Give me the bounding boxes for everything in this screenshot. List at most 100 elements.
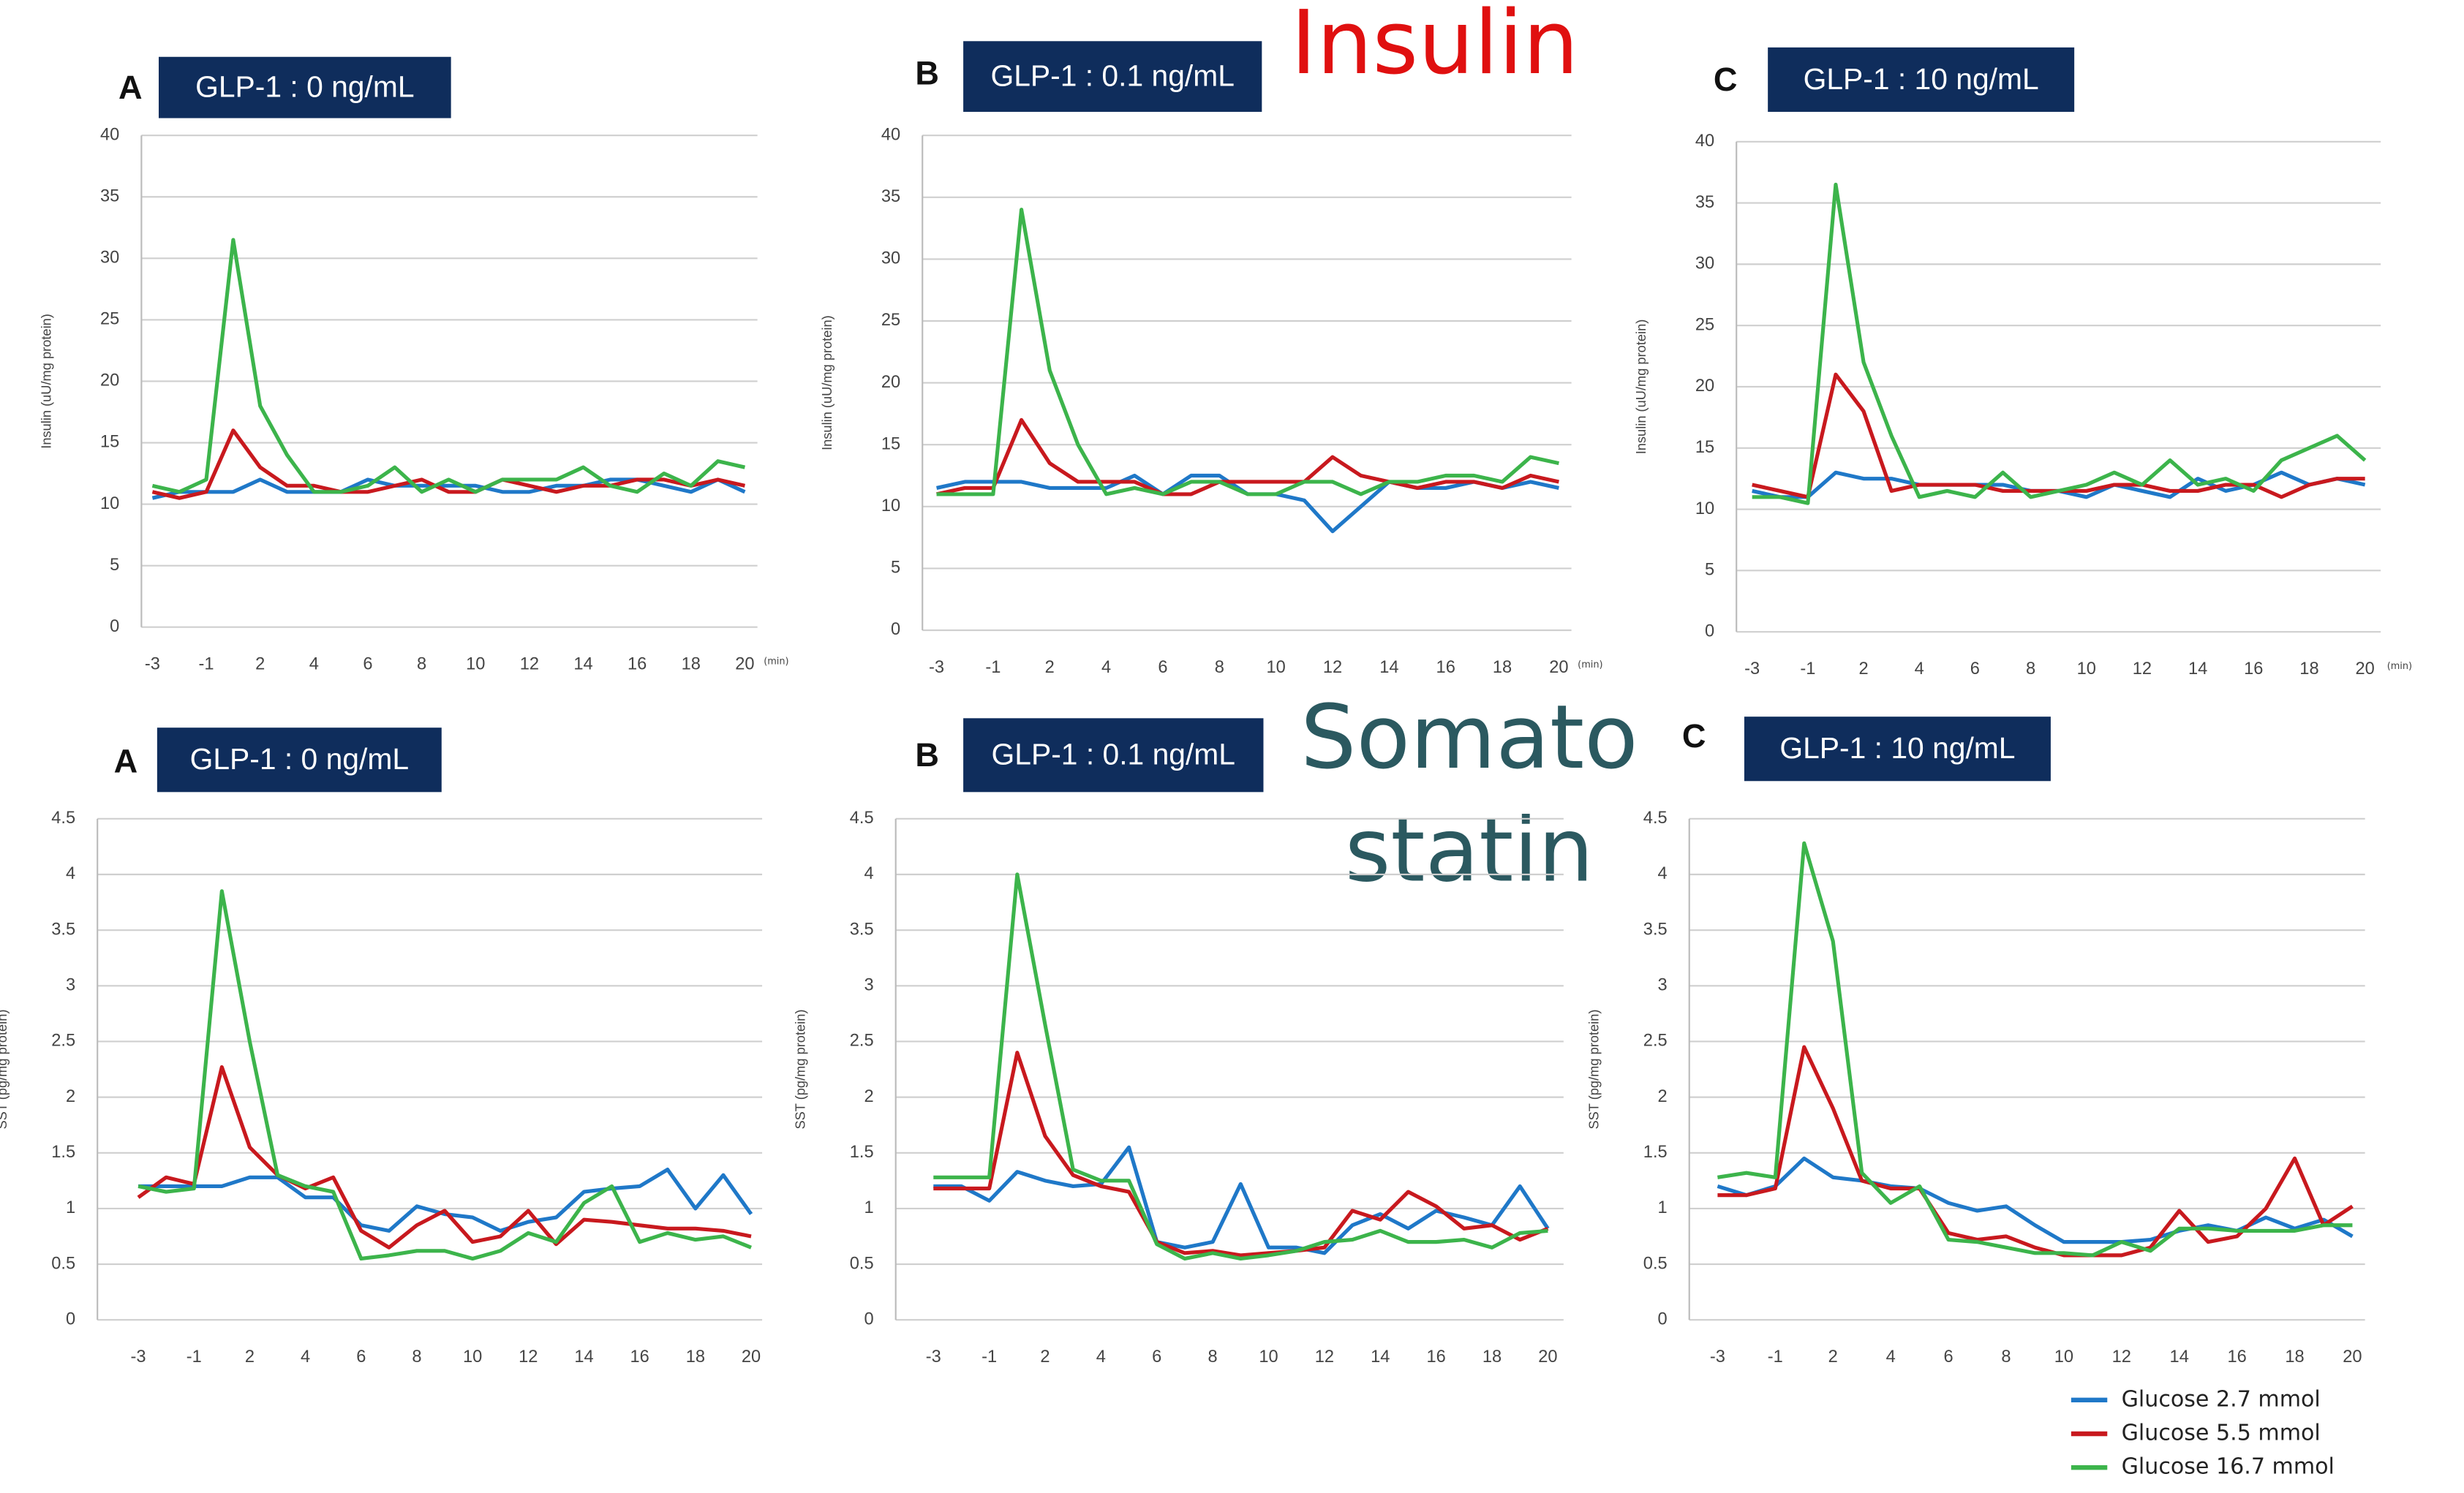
y-tick-label: 35 xyxy=(1695,193,1714,212)
x-tick-label: 18 xyxy=(686,1348,705,1367)
x-tick-label: 12 xyxy=(2112,1348,2131,1367)
x-tick-label: 20 xyxy=(1549,658,1568,677)
y-axis-label: Insulin (uU/mg protein) xyxy=(819,315,834,450)
chart-title: GLP-1 : 10 ng/mL xyxy=(1779,731,2015,765)
x-tick-label: 16 xyxy=(628,655,647,674)
y-tick-label: 4 xyxy=(864,864,873,883)
y-axis-label: SST (pg/mg protein) xyxy=(793,1010,808,1130)
x-tick-label: 12 xyxy=(2133,659,2152,679)
y-tick-label: 25 xyxy=(881,311,900,330)
x-tick-label: 16 xyxy=(2227,1348,2246,1367)
y-axis-label: SST (pg/mg protein) xyxy=(1586,1010,1602,1130)
x-tick-label: 14 xyxy=(573,655,592,674)
x-tick-label: 20 xyxy=(1538,1348,1557,1367)
x-tick-label: 12 xyxy=(520,655,539,674)
panel-label: C xyxy=(1714,61,1738,98)
x-tick-label: 12 xyxy=(1315,1348,1334,1367)
data-line xyxy=(151,477,746,500)
y-tick-label: 3 xyxy=(1658,976,1668,995)
y-tick-label: 20 xyxy=(881,373,900,392)
data-line xyxy=(1752,182,2367,505)
y-tick-label: 5 xyxy=(110,556,119,575)
x-tick-label: 8 xyxy=(417,655,426,674)
y-tick-label: 15 xyxy=(1695,438,1714,457)
y-tick-label: 25 xyxy=(1695,315,1714,334)
y-tick-label: 1.5 xyxy=(51,1143,75,1162)
title-box xyxy=(1768,47,2075,112)
x-tick-label: 14 xyxy=(2188,659,2207,679)
y-tick-label: 0 xyxy=(1705,621,1714,640)
x-tick-label: 20 xyxy=(742,1348,761,1367)
panel-label: C xyxy=(1682,717,1706,755)
chart-title: GLP-1 : 0.1 ng/mL xyxy=(992,738,1235,771)
y-tick-label: 0 xyxy=(891,620,900,639)
x-tick-label: 2 xyxy=(255,655,265,674)
panel-label: B xyxy=(915,54,939,91)
y-tick-label: 35 xyxy=(881,187,900,206)
x-tick-label: 4 xyxy=(1101,658,1111,677)
x-tick-label: 18 xyxy=(2285,1348,2304,1367)
y-tick-label: 0.5 xyxy=(51,1254,75,1273)
y-tick-label: 20 xyxy=(1695,377,1714,396)
title-box xyxy=(1744,717,2051,782)
x-tick-label: 8 xyxy=(2001,1348,2011,1367)
y-tick-label: 10 xyxy=(100,494,119,513)
y-tick-label: 0 xyxy=(66,1309,75,1328)
y-tick-label: 15 xyxy=(100,433,119,452)
x-tick-label: 12 xyxy=(519,1348,538,1367)
data-line xyxy=(1752,372,2365,499)
x-tick-label: 2 xyxy=(1045,658,1055,677)
section-label: Insulin xyxy=(1291,0,1579,94)
x-tick-label: 14 xyxy=(1371,1348,1390,1367)
y-tick-label: 2 xyxy=(1658,1087,1668,1106)
data-line xyxy=(137,1065,752,1250)
x-tick-label: 20 xyxy=(2343,1348,2362,1367)
y-tick-label: 40 xyxy=(881,125,900,144)
y-tick-label: 0 xyxy=(864,1309,873,1328)
x-tick-label: 14 xyxy=(2170,1348,2189,1367)
data-line xyxy=(936,417,1559,496)
data-line xyxy=(1717,841,2353,1258)
x-tick-label: 16 xyxy=(1426,1348,1445,1367)
title-box xyxy=(963,718,1264,793)
y-tick-label: 40 xyxy=(1695,132,1714,151)
x-tick-label: 6 xyxy=(1943,1348,1953,1367)
legend-label: Glucose 5.5 mmol xyxy=(2122,1421,2321,1446)
x-tick-label: -1 xyxy=(187,1348,202,1367)
legend-label: Glucose 16.7 mmol xyxy=(2122,1454,2335,1480)
y-axis-label: Insulin (uU/mg protein) xyxy=(38,314,53,449)
title-box xyxy=(157,727,442,793)
x-tick-label: -3 xyxy=(1710,1348,1725,1367)
y-tick-label: 0 xyxy=(1658,1309,1668,1328)
data-line xyxy=(933,1051,1549,1258)
y-tick-label: 2.5 xyxy=(1643,1032,1668,1051)
y-tick-label: 3.5 xyxy=(1643,920,1668,939)
title-box xyxy=(963,41,1262,112)
x-tick-label: 10 xyxy=(1267,658,1286,677)
data-line xyxy=(138,1168,753,1233)
x-tick-label: 20 xyxy=(2355,659,2374,679)
x-tick-label: 2 xyxy=(245,1348,255,1367)
y-tick-label: 3.5 xyxy=(850,920,874,939)
x-tick-label: 8 xyxy=(1208,1348,1218,1367)
y-tick-label: 1 xyxy=(864,1198,873,1217)
y-tick-label: 30 xyxy=(881,249,900,268)
x-tick-label: -1 xyxy=(1768,1348,1783,1367)
x-tick-label: -3 xyxy=(131,1348,146,1367)
panel-label: A xyxy=(114,743,138,780)
y-tick-label: 1.5 xyxy=(1643,1143,1668,1162)
y-tick-label: 1 xyxy=(1658,1198,1668,1217)
x-tick-label: 2 xyxy=(1858,659,1868,679)
y-tick-label: 1 xyxy=(66,1198,75,1217)
x-tick-label: 6 xyxy=(1158,658,1167,677)
y-tick-label: 4 xyxy=(1658,864,1668,883)
y-tick-label: 30 xyxy=(1695,254,1714,273)
x-tick-label: 10 xyxy=(466,655,485,674)
y-tick-label: 4 xyxy=(66,864,75,883)
x-tick-label: 14 xyxy=(1379,658,1398,677)
y-tick-label: 4.5 xyxy=(51,809,75,828)
x-tick-label: -3 xyxy=(926,1348,941,1367)
y-axis-label: SST (pg/mg protein) xyxy=(0,1010,10,1130)
x-tick-label: -3 xyxy=(1744,659,1760,679)
